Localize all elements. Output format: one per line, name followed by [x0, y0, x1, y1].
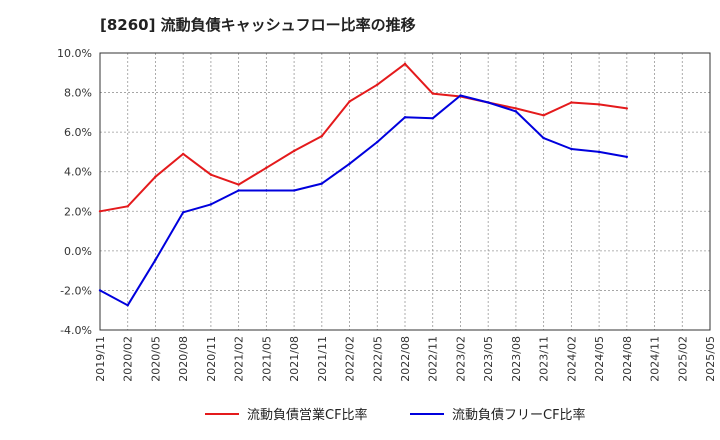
data-point [597, 150, 601, 154]
data-point [98, 289, 102, 292]
data-point [292, 189, 296, 192]
x-tick-label: 2020/05 [149, 336, 162, 382]
y-tick-label: 6.0% [64, 126, 92, 139]
data-point [570, 101, 573, 104]
x-tick-label: 2022/08 [399, 336, 412, 382]
y-axis-ticks: 10.0% 8.0% 6.0% 4.0% 2.0% 0.0% -2.0% -4.0% [57, 47, 92, 337]
y-tick-label: 2.0% [64, 205, 92, 218]
line-chart: 10.0% 8.0% 6.0% 4.0% 2.0% 0.0% -2.0% -4.0% 2019… [57, 47, 717, 382]
legend-swatch-operating-cf [205, 412, 239, 415]
data-point [459, 94, 462, 97]
legend-item-free-cf: 流動負債フリーCF比率 [410, 404, 586, 423]
data-point [209, 173, 213, 176]
data-point [376, 140, 379, 144]
series-line-operating-cf [99, 62, 627, 213]
x-tick-label: 2020/02 [122, 336, 135, 382]
data-point [625, 155, 629, 159]
x-tick-label: 2024/02 [565, 336, 578, 382]
data-point [376, 83, 379, 86]
series-lines [98, 62, 629, 307]
data-point [431, 92, 434, 95]
data-point [348, 162, 351, 165]
grid-lines [99, 52, 711, 331]
legend-label-free-cf: 流動負債フリーCF比率 [452, 408, 586, 423]
legend-item-operating-cf: 流動負債営業CF比率 [205, 404, 368, 423]
data-point [320, 134, 324, 138]
y-tick-label: -4.0% [60, 324, 92, 337]
data-point [348, 100, 351, 103]
y-tick-label: 0.0% [64, 245, 92, 258]
x-tick-label: 2023/05 [482, 336, 495, 382]
data-point [486, 101, 490, 104]
y-tick-label: 10.0% [57, 47, 92, 60]
data-point [292, 149, 296, 153]
data-point [237, 183, 240, 186]
x-tick-label: 2022/02 [344, 336, 357, 382]
x-tick-label: 2021/08 [288, 336, 301, 382]
data-point [514, 107, 518, 110]
x-tick-label: 2021/11 [316, 336, 329, 382]
x-tick-label: 2019/11 [94, 336, 107, 382]
x-tick-label: 2022/11 [427, 336, 440, 382]
x-tick-label: 2024/05 [593, 336, 606, 382]
x-tick-label: 2023/08 [510, 336, 523, 382]
data-point [542, 136, 545, 140]
x-tick-label: 2024/08 [621, 336, 634, 382]
y-tick-label: 4.0% [64, 166, 92, 179]
data-point [209, 203, 213, 206]
data-point [403, 116, 407, 119]
legend: 流動負債営業CF比率 流動負債フリーCF比率 [0, 404, 720, 428]
data-point [126, 304, 129, 307]
x-tick-label: 2020/08 [177, 336, 190, 382]
x-tick-label: 2020/11 [205, 336, 218, 382]
data-point [403, 62, 407, 66]
data-point [570, 147, 573, 151]
data-point [320, 182, 324, 185]
x-tick-label: 2021/02 [233, 336, 246, 382]
x-tick-label: 2025/02 [676, 336, 689, 382]
x-tick-label: 2023/02 [454, 336, 467, 382]
legend-swatch-free-cf [410, 412, 444, 415]
x-tick-label: 2025/05 [704, 336, 717, 382]
data-point [431, 117, 434, 120]
data-point [154, 175, 157, 178]
data-point [126, 205, 129, 208]
y-tick-label: 8.0% [64, 87, 92, 100]
data-point [542, 114, 545, 117]
data-point [98, 210, 102, 213]
legend-label-operating-cf: 流動負債営業CF比率 [247, 408, 368, 423]
x-tick-label: 2021/05 [260, 336, 273, 382]
x-tick-label: 2022/05 [371, 336, 384, 382]
chart-title: [8260] 流動負債キャッシュフロー比率の推移 [100, 16, 416, 34]
data-point [597, 103, 601, 106]
series-line-free-cf [99, 94, 627, 307]
y-tick-label: -2.0% [60, 284, 92, 297]
data-point [181, 211, 185, 214]
plot-frame [99, 52, 711, 331]
data-point [237, 189, 240, 192]
x-axis-ticks: 2019/11 2020/02 2020/05 2020/08 2020/11 2021/… [94, 336, 717, 382]
data-point [181, 152, 185, 156]
data-point [265, 166, 268, 169]
data-point [265, 189, 268, 192]
x-tick-label: 2023/11 [538, 336, 551, 382]
data-point [154, 258, 157, 261]
data-point [625, 107, 629, 110]
x-tick-label: 2024/11 [649, 336, 662, 382]
data-point [514, 110, 518, 113]
